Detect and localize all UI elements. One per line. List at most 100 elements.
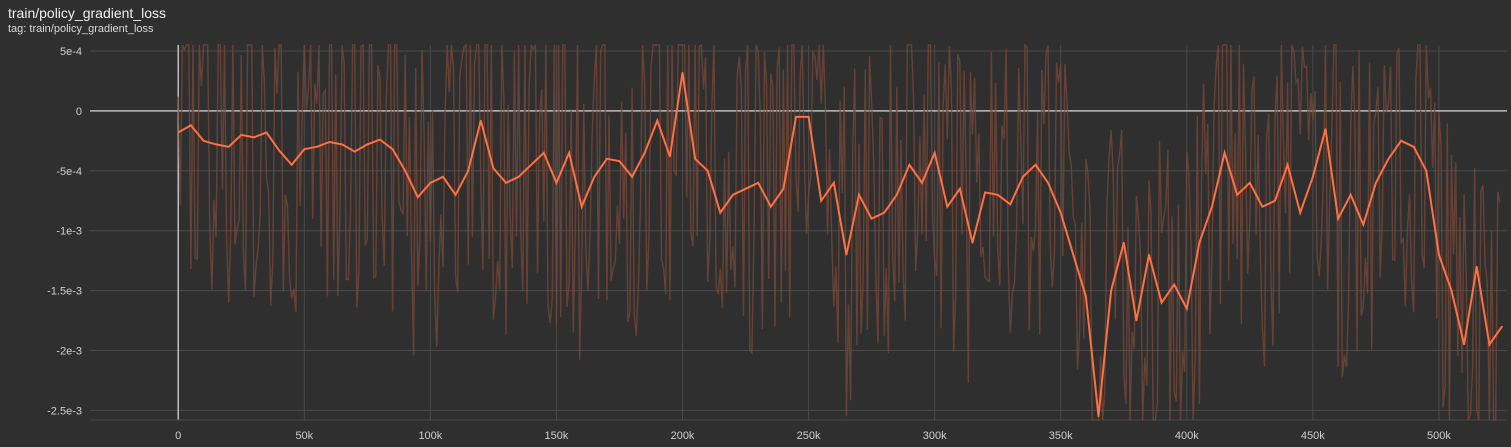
data-point xyxy=(1438,253,1440,256)
y-tick-label: -1e-3 xyxy=(56,226,82,238)
data-point xyxy=(606,158,608,160)
data-point xyxy=(1488,343,1491,346)
y-tick-label: 5e-4 xyxy=(60,46,82,58)
data-point xyxy=(1047,182,1049,184)
data-point xyxy=(883,211,885,214)
data-point xyxy=(1022,176,1024,178)
data-point xyxy=(1160,301,1163,304)
x-tick-label: 0 xyxy=(175,430,181,442)
data-point xyxy=(303,148,306,150)
data-point xyxy=(870,217,873,220)
data-point xyxy=(656,119,659,122)
x-tick-label: 50k xyxy=(295,430,313,442)
y-tick-label: -2.5e-3 xyxy=(47,405,82,417)
data-point xyxy=(845,253,848,256)
data-point xyxy=(1349,194,1352,196)
data-point xyxy=(404,170,407,172)
data-point xyxy=(429,182,432,184)
data-point xyxy=(1085,295,1087,298)
data-point xyxy=(782,188,785,190)
chart-header: train/policy_gradient_loss tag: train/po… xyxy=(8,5,166,36)
data-point xyxy=(908,164,911,166)
data-point xyxy=(366,143,369,146)
data-point xyxy=(1034,164,1037,166)
data-point xyxy=(946,205,949,208)
data-point xyxy=(1261,205,1264,208)
data-point xyxy=(820,200,822,202)
y-tick-label: -5e-4 xyxy=(56,166,82,178)
y-tick-label: -2e-3 xyxy=(56,346,82,358)
data-point xyxy=(505,182,507,184)
data-point xyxy=(1375,182,1377,184)
data-point xyxy=(1173,283,1175,286)
data-point xyxy=(1324,128,1327,130)
data-point xyxy=(177,131,179,134)
data-point xyxy=(1312,176,1314,178)
data-point xyxy=(669,155,671,158)
data-point xyxy=(681,71,684,74)
smoothed-series-line xyxy=(177,72,1503,417)
data-point xyxy=(328,141,331,143)
data-point xyxy=(1412,146,1415,148)
data-point xyxy=(1072,253,1075,256)
data-point xyxy=(833,182,835,184)
data-point xyxy=(1223,152,1226,154)
x-tick-label: 400k xyxy=(1175,430,1199,442)
x-tick-label: 500k xyxy=(1427,430,1451,442)
data-point xyxy=(807,116,810,118)
data-point xyxy=(517,176,520,178)
y-tick-label: 0 xyxy=(76,106,82,118)
data-point xyxy=(1425,170,1428,172)
data-point xyxy=(580,205,583,208)
data-point xyxy=(1097,415,1100,418)
data-point xyxy=(417,196,419,198)
data-point xyxy=(744,188,747,190)
data-point xyxy=(984,191,986,194)
smoothed-series xyxy=(177,71,1503,418)
x-tick-label: 150k xyxy=(545,430,569,442)
data-point xyxy=(454,194,457,196)
data-point xyxy=(1501,325,1503,328)
tick-labels: 0 50k 100k 150k 200k 250k 300k 350k 400k 450k 500k… xyxy=(47,46,1451,442)
data-point xyxy=(1135,319,1138,322)
data-point xyxy=(694,158,696,160)
data-point xyxy=(1362,223,1365,226)
data-point xyxy=(732,194,734,196)
data-point xyxy=(1198,241,1201,244)
raw-series-line xyxy=(177,43,1501,421)
data-point xyxy=(1463,343,1465,346)
data-point xyxy=(1400,140,1402,142)
data-point xyxy=(227,146,230,148)
data-point xyxy=(643,152,646,154)
data-point xyxy=(1450,289,1453,292)
data-point xyxy=(1337,217,1339,220)
data-point xyxy=(568,152,570,154)
data-point xyxy=(215,143,217,146)
data-point xyxy=(1009,203,1012,206)
y-tick-label: -1.5e-3 xyxy=(47,286,82,298)
data-point xyxy=(492,167,495,170)
data-point xyxy=(543,152,545,154)
x-tick-label: 250k xyxy=(797,430,821,442)
data-point xyxy=(316,146,318,148)
x-tick-label: 450k xyxy=(1301,430,1325,442)
data-point xyxy=(971,241,974,244)
data-point xyxy=(555,182,558,184)
data-point xyxy=(795,116,797,118)
data-point xyxy=(341,143,343,146)
grid xyxy=(90,45,1507,420)
data-point xyxy=(921,182,923,184)
data-point xyxy=(770,205,772,208)
data-point xyxy=(290,164,293,166)
data-point xyxy=(1059,211,1062,214)
data-point xyxy=(933,152,936,154)
data-point xyxy=(467,170,470,172)
data-point xyxy=(757,182,759,184)
chart-tag: tag: train/policy_gradient_loss xyxy=(8,23,154,35)
data-point xyxy=(379,138,381,141)
raw-series xyxy=(177,43,1501,421)
data-point xyxy=(190,124,192,127)
data-point xyxy=(353,150,356,153)
chart-title: train/policy_gradient_loss xyxy=(8,5,166,21)
